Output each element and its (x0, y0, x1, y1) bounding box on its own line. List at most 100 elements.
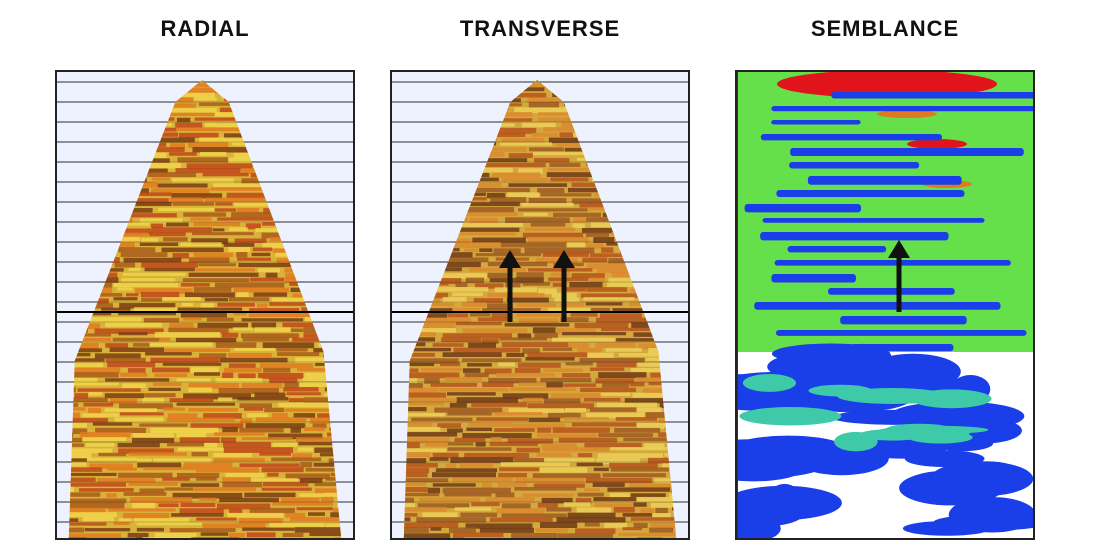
reflection-band (576, 157, 605, 161)
reflection-band (630, 517, 676, 521)
reflection-band (511, 533, 558, 538)
reflection-band (403, 383, 408, 387)
reflection-band (621, 237, 662, 242)
reflection-band (98, 452, 127, 457)
reflection-band (406, 407, 427, 412)
reflection-band (507, 438, 553, 444)
reflection-band (131, 132, 179, 137)
reflection-band (459, 88, 481, 93)
reflection-band (68, 502, 125, 509)
reflection-band (142, 537, 188, 538)
semblance-low-streak (776, 190, 965, 198)
reflection-band (239, 427, 284, 433)
reflection-band (451, 197, 487, 201)
reflection-band (618, 172, 662, 179)
arrow-head-icon (499, 250, 521, 268)
reflection-band (438, 387, 509, 392)
reflection-band (414, 252, 436, 256)
reflection-band (228, 247, 251, 253)
reflection-band (514, 368, 541, 374)
semblance-low-streak (760, 232, 949, 241)
reflection-band (253, 292, 288, 297)
reflection-band (139, 137, 195, 143)
reflection-band (176, 117, 191, 123)
reflection-band (621, 93, 632, 98)
reflection-band (193, 252, 234, 257)
reflection-band (262, 482, 309, 487)
reflection-band (513, 458, 545, 462)
reflection-band (105, 378, 170, 382)
reflection-band (133, 518, 190, 524)
reflection-band (597, 172, 616, 176)
reflection-band (633, 142, 645, 147)
reflection-band (307, 107, 342, 112)
reflection-band (158, 503, 179, 507)
reflection-band (403, 153, 431, 158)
semblance-low-streak (790, 148, 1024, 157)
reflection-band (677, 243, 688, 246)
reflection-band (647, 312, 677, 317)
reflection-band (650, 143, 677, 148)
reflection-band (242, 337, 289, 342)
reflection-band (153, 458, 212, 465)
reflection-band (425, 442, 448, 447)
reflection-band (223, 447, 294, 453)
reflection-band (181, 302, 194, 307)
reflection-band (123, 492, 167, 496)
reflection-band (217, 302, 255, 307)
reflection-band (342, 413, 353, 419)
reflection-band (533, 152, 591, 156)
reflection-band (191, 537, 240, 538)
reflection-band (564, 147, 620, 152)
reflection-band (562, 332, 627, 336)
reflection-band (172, 492, 243, 499)
reflection-band (200, 532, 229, 536)
reflection-band (199, 137, 259, 143)
reflection-band (589, 277, 606, 282)
reflection-band (442, 352, 502, 357)
reflection-band (538, 117, 604, 123)
reflection-band (327, 432, 342, 437)
reflection-band (436, 98, 457, 104)
reflection-band (410, 102, 433, 107)
reflection-band (601, 327, 653, 332)
reflection-band (222, 442, 271, 448)
reflection-band (672, 148, 677, 154)
reflection-band (494, 287, 538, 293)
reflection-band (542, 347, 573, 351)
reflection-band (249, 507, 295, 514)
reflection-band (593, 237, 615, 244)
reflection-band (403, 513, 418, 517)
reflection-band (133, 343, 150, 347)
reflection-band (528, 198, 567, 204)
reflection-band (485, 497, 535, 503)
reflection-band (403, 527, 429, 533)
reflection-band (171, 193, 223, 199)
reflection-band (577, 492, 604, 497)
reflection-band (547, 167, 597, 172)
reflection-band (532, 473, 601, 479)
reflection-band (338, 408, 342, 414)
reflection-band (329, 427, 342, 431)
reflection-band (664, 427, 677, 431)
reflection-band (664, 238, 677, 242)
reflection-band (403, 93, 461, 99)
reflection-band (403, 122, 447, 128)
reflection-band (74, 333, 112, 337)
reflection-band (459, 117, 476, 121)
semblance-low-blob (930, 461, 1033, 497)
reflection-band (300, 263, 326, 268)
reflection-band (403, 362, 406, 368)
reflection-band (263, 147, 314, 151)
reflection-band (68, 487, 75, 493)
reflection-band (198, 263, 236, 267)
reflection-band (489, 278, 515, 283)
reflection-band (241, 108, 307, 113)
reflection-band (224, 97, 266, 102)
reflection-band (543, 127, 581, 132)
reflection-band (449, 157, 486, 163)
reflection-band (322, 313, 342, 319)
reflection-band (350, 167, 353, 172)
reflection-band (324, 393, 342, 397)
reflection-band (403, 452, 431, 457)
